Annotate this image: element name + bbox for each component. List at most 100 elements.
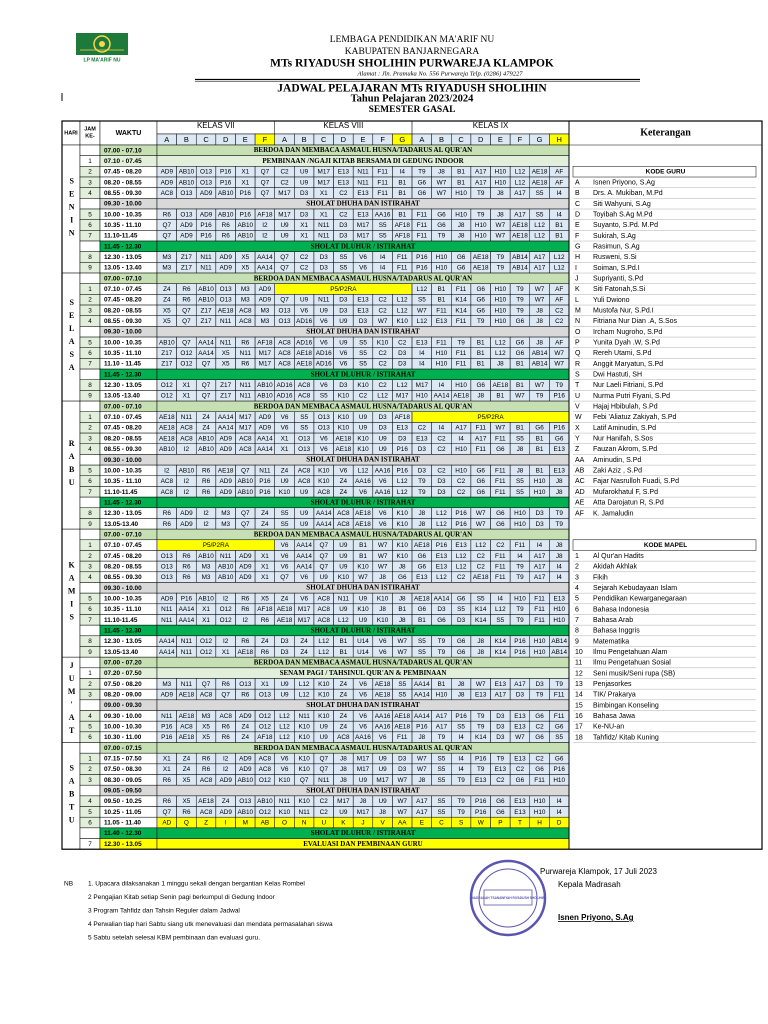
schedule-code: AB10 — [179, 179, 195, 186]
waktu: 07.50 - 08.30 — [104, 766, 142, 773]
schedule-code: H10 — [553, 606, 565, 613]
jam-cell — [79, 528, 101, 541]
schedule-code: T9 — [516, 286, 524, 293]
schedule-code: G6 — [516, 318, 525, 325]
waktu: 10.35 - 11.10 — [104, 350, 142, 357]
schedule-code: X1 — [163, 766, 171, 773]
schedule-code: U9 — [339, 542, 348, 549]
list-code: Z — [575, 446, 580, 453]
list-code: 15 — [575, 702, 583, 709]
schedule-code: S5 — [418, 638, 426, 645]
schedule-code: D3 — [496, 734, 505, 741]
schedule-code: G6 — [555, 724, 564, 731]
schedule-code: F11 — [397, 734, 408, 741]
schedule-code: M17 — [357, 809, 370, 816]
schedule-code: J8 — [418, 777, 425, 784]
logo — [76, 33, 128, 55]
schedule-code: AD9 — [219, 265, 232, 272]
schedule-code: T9 — [457, 809, 465, 816]
schedule-code: H10 — [534, 478, 546, 485]
list-header — [572, 166, 757, 178]
schedule-code: P16 — [240, 190, 252, 197]
jam: 5 — [88, 339, 92, 346]
schedule-code: R6 — [163, 521, 172, 528]
schedule-code: G6 — [457, 254, 466, 261]
schedule-code: J8 — [458, 222, 465, 229]
table-border — [61, 120, 763, 850]
schedule-code: Q7 — [163, 233, 172, 240]
schedule-code: N11 — [220, 339, 232, 346]
schedule-code: AC8 — [278, 361, 291, 368]
band-label: SHOLAT DHUHA DAN ISTIRAHAT — [306, 456, 420, 464]
jam: 8 — [88, 510, 92, 517]
schedule-code: I4 — [458, 756, 464, 763]
schedule-code: M3 — [162, 265, 171, 272]
schedule-code: Q7 — [182, 307, 191, 314]
schedule-code: P16 — [161, 734, 173, 741]
schedule-code: S5 — [359, 350, 367, 357]
schedule-code: AC8 — [161, 489, 174, 496]
schedule-code: R6 — [222, 734, 231, 741]
schedule-code: W7 — [358, 574, 368, 581]
schedule-code: AC8 — [239, 318, 252, 325]
schedule-code: R6 — [182, 286, 191, 293]
band-label: SENAM PAGI / TAHSINUL QUR'AN & PEMBINAAN — [280, 669, 447, 677]
schedule-code: C2 — [516, 766, 525, 773]
schedule-code: X1 — [320, 211, 328, 218]
list-code: V — [575, 404, 580, 411]
schedule-code: F11 — [534, 606, 545, 613]
schedule-code: AE18 — [394, 713, 410, 720]
list-name: Atta Darojatun R, S.Pd — [593, 500, 664, 507]
band-label: SHOLAT DHUHA DAN ISTIRAHAT — [306, 328, 420, 336]
list-name: Hajaj Hbibulah, S.Pd — [593, 404, 658, 411]
list-name: Siti Wahyuni, S.Ag — [593, 201, 651, 208]
schedule-code: K10 — [397, 318, 409, 325]
schedule-code: T9 — [516, 574, 524, 581]
schedule-code: AD9 — [239, 563, 252, 570]
schedule-code: AA14 — [257, 446, 273, 453]
schedule-code: L12 — [377, 393, 388, 400]
schedule-code: AD — [162, 820, 171, 827]
schedule-code: U9 — [300, 521, 309, 528]
schedule-code: Z4 — [202, 425, 210, 432]
jam: 6 — [88, 606, 92, 613]
list-name: Supriyanti, S.Pd — [593, 276, 643, 283]
schedule-code: AB14 — [532, 350, 548, 357]
schedule-code: AC8 — [337, 521, 350, 528]
jam: 1 — [88, 286, 92, 293]
schedule-code: W7 — [397, 809, 407, 816]
schedule-code: U14 — [357, 638, 369, 645]
schedule-code: P16 — [554, 393, 566, 400]
schedule-code: F11 — [397, 265, 408, 272]
schedule-code: B1 — [496, 393, 504, 400]
schedule-code: K10 — [298, 798, 310, 805]
section-label: B — [439, 135, 444, 144]
schedule-code: AD9 — [219, 478, 232, 485]
header-address: Alamat : Jln. Pramuka No. 556 Purwareja … — [357, 70, 524, 77]
schedule-code: Z17 — [220, 382, 231, 389]
schedule-code: V6 — [339, 361, 347, 368]
schedule-code: AA14 — [414, 713, 430, 720]
schedule-code: AE18 — [277, 617, 293, 624]
schedule-code: A17 — [514, 211, 526, 218]
schedule-code: D3 — [320, 254, 329, 261]
list-code: U — [575, 393, 580, 400]
schedule-code: U9 — [300, 489, 309, 496]
list-name: Bahasa Arab — [593, 617, 633, 624]
schedule-code: M17 — [278, 190, 291, 197]
jam: 2 — [88, 297, 92, 304]
schedule-code: Z4 — [261, 638, 269, 645]
schedule-code: AB10 — [218, 190, 234, 197]
schedule-code: G6 — [555, 435, 564, 442]
schedule-code: M3 — [202, 574, 211, 581]
schedule-code: J8 — [340, 756, 347, 763]
schedule-code: S5 — [398, 681, 406, 688]
schedule-code: Z4 — [242, 724, 250, 731]
schedule-code: AE18 — [277, 606, 293, 613]
schedule-code: J8 — [458, 691, 465, 698]
schedule-code: AA16 — [375, 467, 391, 474]
schedule-code: S5 — [339, 265, 347, 272]
schedule-code: H10 — [514, 510, 526, 517]
schedule-code: C2 — [437, 467, 446, 474]
schedule-code: Q7 — [182, 339, 191, 346]
